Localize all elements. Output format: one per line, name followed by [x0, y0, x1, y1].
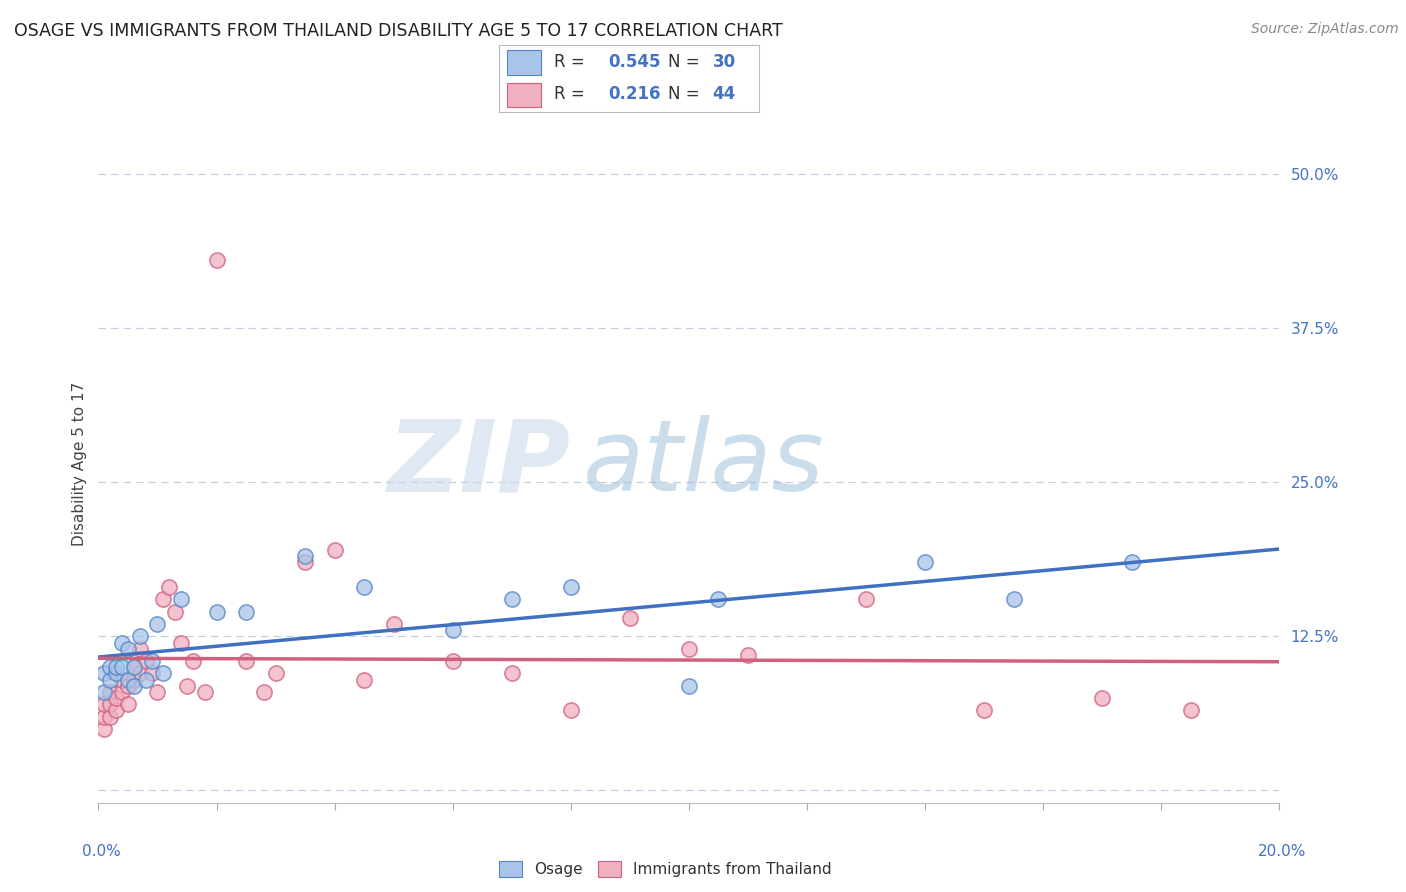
- Point: [1091, 691, 1114, 706]
- Point: [501, 666, 523, 681]
- Point: [128, 641, 150, 656]
- Point: [122, 673, 145, 687]
- Text: 20.0%: 20.0%: [1258, 845, 1306, 859]
- Point: [170, 635, 193, 649]
- Point: [170, 592, 193, 607]
- Point: [105, 660, 128, 674]
- Point: [146, 685, 169, 699]
- Point: [105, 666, 128, 681]
- Point: [1180, 703, 1202, 717]
- Text: N =: N =: [668, 85, 700, 103]
- Point: [165, 605, 187, 619]
- Point: [93, 722, 115, 736]
- Text: ZIP: ZIP: [388, 416, 571, 512]
- Text: N =: N =: [668, 53, 700, 71]
- Y-axis label: Disability Age 5 to 17: Disability Age 5 to 17: [72, 382, 87, 546]
- Point: [181, 654, 204, 668]
- Point: [294, 556, 316, 570]
- Text: Source: ZipAtlas.com: Source: ZipAtlas.com: [1251, 22, 1399, 37]
- Point: [194, 685, 217, 699]
- Point: [678, 679, 700, 693]
- Point: [501, 592, 523, 607]
- Point: [117, 697, 139, 711]
- Point: [98, 673, 121, 687]
- Point: [141, 654, 163, 668]
- Point: [111, 685, 134, 699]
- Point: [707, 592, 730, 607]
- Point: [235, 654, 257, 668]
- Point: [117, 641, 139, 656]
- Point: [117, 679, 139, 693]
- Point: [146, 617, 169, 632]
- Point: [253, 685, 276, 699]
- Point: [135, 654, 157, 668]
- Point: [157, 580, 180, 594]
- Text: 44: 44: [713, 85, 735, 103]
- Point: [111, 660, 134, 674]
- Point: [141, 666, 163, 681]
- Point: [98, 685, 121, 699]
- Legend: Osage, Immigrants from Thailand: Osage, Immigrants from Thailand: [494, 855, 838, 883]
- Point: [560, 703, 582, 717]
- Point: [93, 709, 115, 723]
- Point: [176, 679, 198, 693]
- Point: [152, 666, 174, 681]
- Point: [98, 660, 121, 674]
- Point: [105, 703, 128, 717]
- Point: [914, 556, 936, 570]
- Point: [93, 697, 115, 711]
- Point: [135, 673, 157, 687]
- Point: [105, 691, 128, 706]
- Text: atlas: atlas: [582, 416, 824, 512]
- Point: [855, 592, 877, 607]
- Point: [205, 605, 228, 619]
- Text: R =: R =: [554, 85, 585, 103]
- Text: R =: R =: [554, 53, 585, 71]
- Point: [737, 648, 759, 662]
- Point: [122, 660, 145, 674]
- Point: [678, 641, 700, 656]
- Point: [323, 543, 346, 558]
- Point: [93, 685, 115, 699]
- Point: [128, 666, 150, 681]
- Point: [1002, 592, 1025, 607]
- Point: [235, 605, 257, 619]
- Text: 0.545: 0.545: [609, 53, 661, 71]
- Point: [98, 697, 121, 711]
- Point: [294, 549, 316, 564]
- Text: 0.216: 0.216: [609, 85, 661, 103]
- Point: [1121, 556, 1143, 570]
- Text: 30: 30: [713, 53, 735, 71]
- Point: [973, 703, 995, 717]
- Point: [353, 580, 375, 594]
- Point: [619, 611, 641, 625]
- Text: OSAGE VS IMMIGRANTS FROM THAILAND DISABILITY AGE 5 TO 17 CORRELATION CHART: OSAGE VS IMMIGRANTS FROM THAILAND DISABI…: [14, 22, 783, 40]
- Text: 0.0%: 0.0%: [82, 845, 121, 859]
- Bar: [508, 83, 541, 108]
- Point: [111, 635, 134, 649]
- Point: [98, 709, 121, 723]
- Point: [441, 624, 464, 638]
- Point: [264, 666, 287, 681]
- Point: [122, 679, 145, 693]
- Point: [152, 592, 174, 607]
- Point: [382, 617, 405, 632]
- Point: [560, 580, 582, 594]
- Point: [128, 629, 150, 643]
- Point: [93, 666, 115, 681]
- Point: [353, 673, 375, 687]
- Bar: [508, 50, 541, 75]
- Point: [111, 673, 134, 687]
- Point: [205, 253, 228, 268]
- Point: [122, 660, 145, 674]
- Point: [117, 673, 139, 687]
- Point: [441, 654, 464, 668]
